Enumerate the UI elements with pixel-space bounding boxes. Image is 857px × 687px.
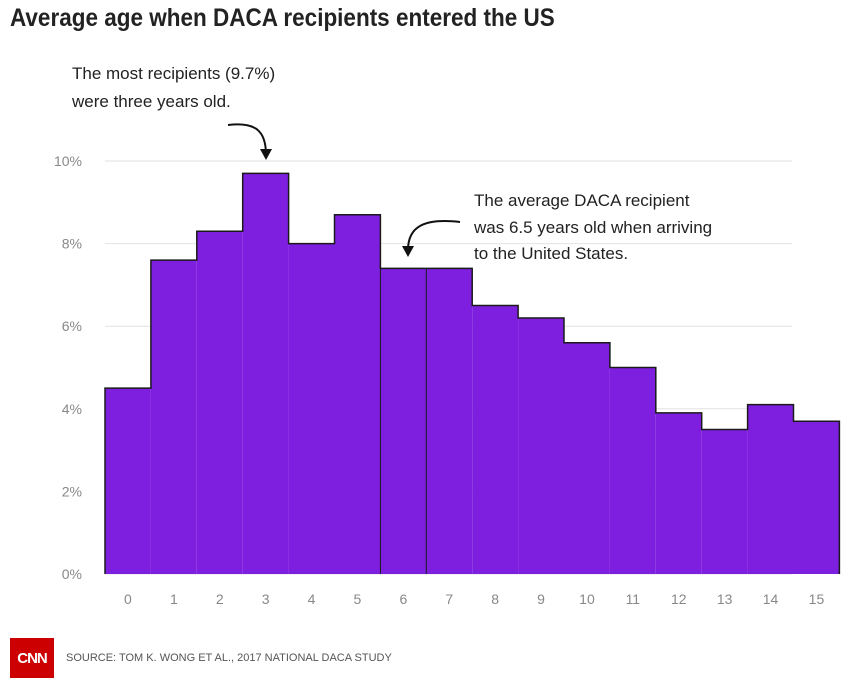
- y-axis-labels: 0% 2% 4% 6% 8% 10%: [54, 153, 82, 582]
- bar-age-10: [564, 342, 610, 574]
- chart-title: Average age when DACA recipients entered…: [10, 4, 555, 32]
- y-tick-label: 6%: [62, 318, 82, 334]
- source-note: SOURCE: TOM K. WONG ET AL., 2017 NATIONA…: [66, 652, 392, 664]
- annotation-1-line-2: were three years old.: [71, 92, 231, 111]
- bar-age-3: [242, 173, 289, 574]
- cnn-logo: CNN: [10, 638, 54, 678]
- x-tick-label: 4: [308, 591, 316, 607]
- y-tick-label: 0%: [62, 566, 82, 582]
- x-tick-label: 11: [626, 591, 641, 607]
- bar-age-1: [150, 260, 197, 574]
- annotation-1-arrow: [227, 123, 267, 156]
- bar-age-2: [196, 231, 243, 574]
- annotation-2-line-2: was 6.5 years old when arriving: [473, 218, 712, 237]
- bar-age-0: [105, 388, 151, 574]
- bars: [104, 172, 841, 574]
- x-tick-label: 6: [399, 591, 407, 607]
- y-tick-label: 2%: [62, 483, 82, 499]
- bar-age-14: [747, 404, 794, 574]
- footer: CNN SOURCE: TOM K. WONG ET AL., 2017 NAT…: [10, 638, 392, 678]
- bar-age-15: [793, 421, 840, 574]
- x-tick-label: 15: [809, 591, 825, 607]
- annotation-2-line-3: to the United States.: [474, 244, 628, 263]
- bar-age-9: [518, 317, 564, 574]
- bar-age-5: [334, 214, 381, 574]
- bar-age-13: [701, 429, 748, 574]
- x-tick-label: 12: [671, 591, 687, 607]
- x-tick-label: 1: [170, 591, 178, 607]
- bar-age-11: [609, 367, 656, 574]
- y-tick-label: 4%: [62, 401, 82, 417]
- x-tick-label: 10: [579, 591, 595, 607]
- annotation-2-arrow: [407, 220, 461, 251]
- x-tick-label: 7: [445, 591, 453, 607]
- annotation-2-arrowhead: [402, 246, 414, 257]
- annotation-2-line-1: The average DACA recipient: [474, 191, 690, 210]
- y-tick-label: 8%: [62, 236, 82, 252]
- x-axis-labels: 0 1 2 3 4 5 6 7 8 9 10 11 12 13 14 15: [124, 591, 824, 607]
- histogram-outline: [104, 172, 841, 574]
- bar-age-12: [655, 412, 702, 574]
- x-tick-label: 9: [537, 591, 545, 607]
- x-tick-label: 0: [124, 591, 132, 607]
- bar-age-4: [288, 243, 335, 574]
- x-tick-label: 8: [491, 591, 499, 607]
- y-tick-label: 10%: [54, 153, 82, 169]
- x-tick-label: 3: [262, 591, 270, 607]
- annotation-1-arrowhead: [260, 149, 272, 160]
- bar-age-6: [380, 268, 427, 574]
- bar-age-8: [472, 305, 519, 574]
- annotation-1-line-1: The most recipients (9.7%): [72, 64, 275, 83]
- x-tick-label: 2: [216, 591, 224, 607]
- bar-chart: 0%2%4%6%8%10% 0 1 2 3 4 5 6 7 8 9 10 11 12 13 14 15 The…: [54, 64, 841, 607]
- bar-age-7: [426, 268, 473, 574]
- x-tick-label: 5: [354, 591, 362, 607]
- x-tick-label: 13: [717, 591, 733, 607]
- x-tick-label: 14: [763, 591, 779, 607]
